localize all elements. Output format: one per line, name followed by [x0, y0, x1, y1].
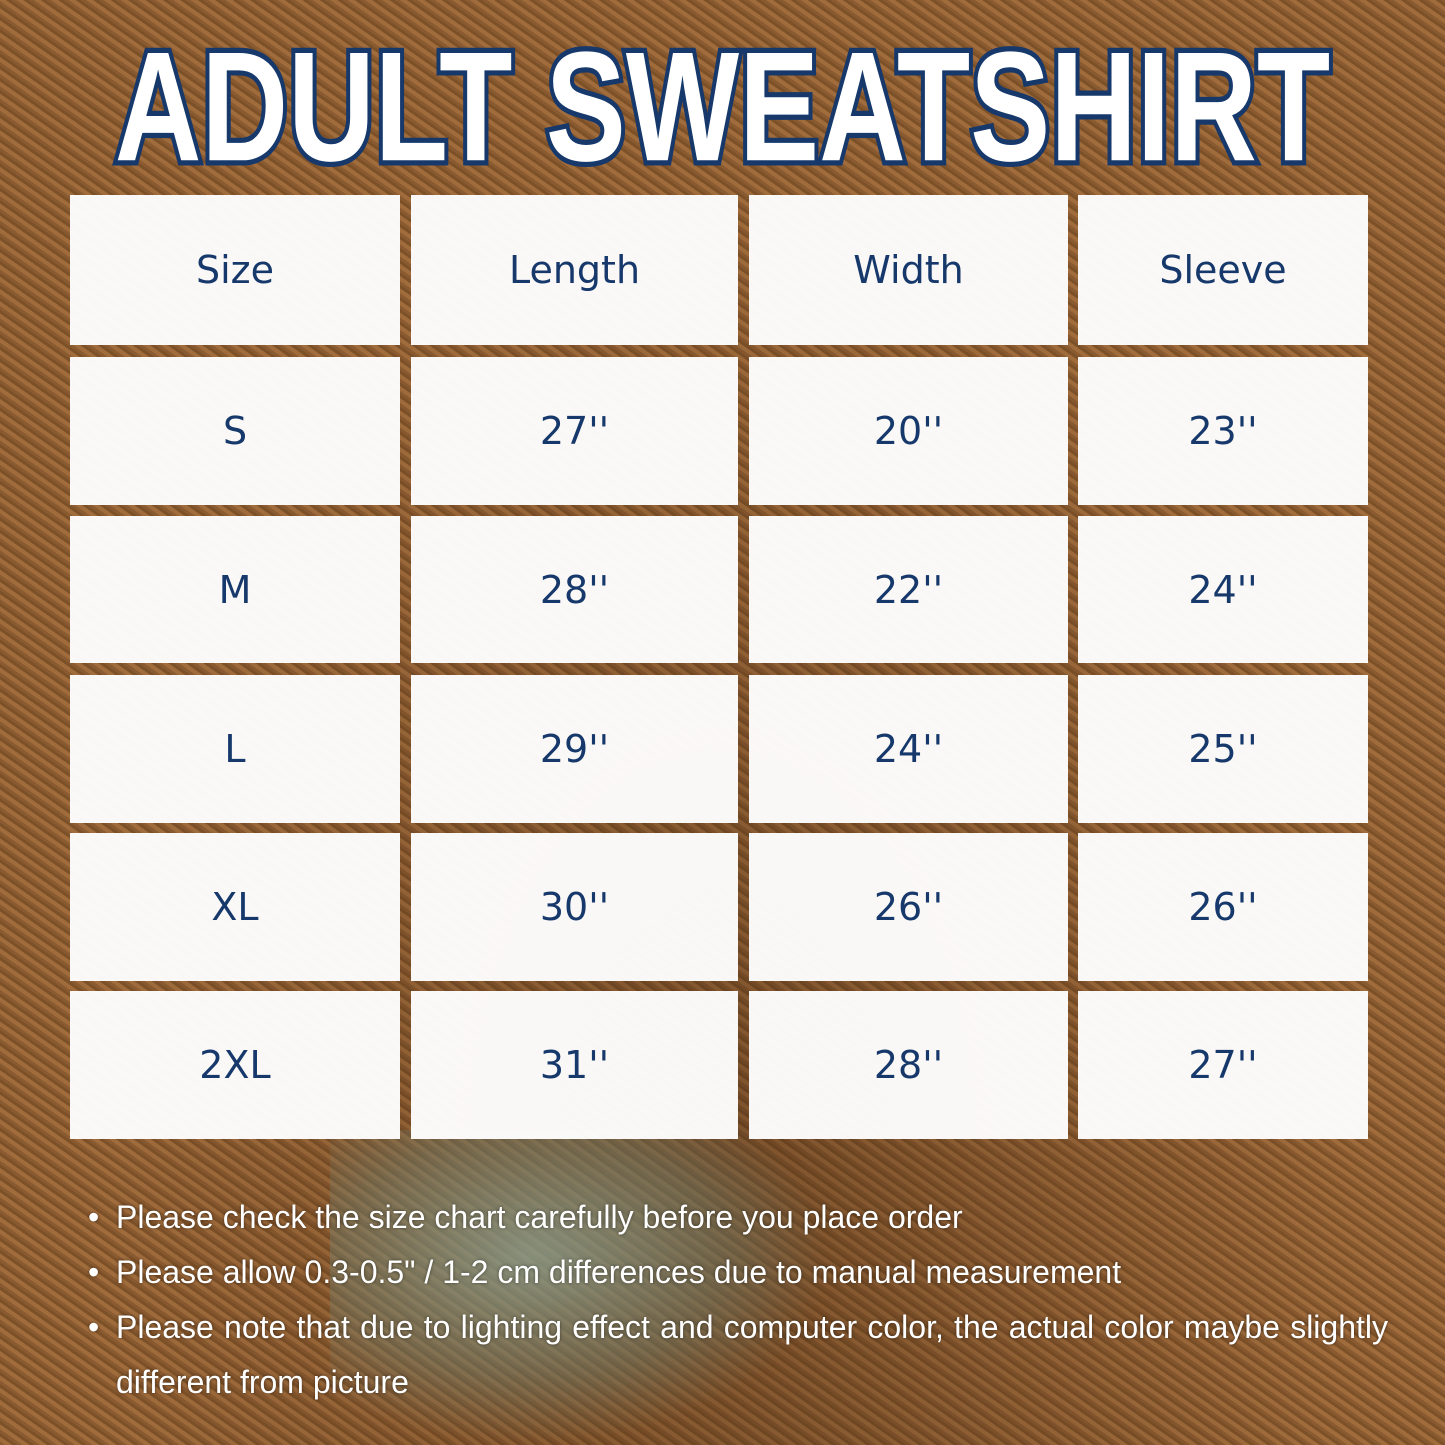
header-cell: Sleeve: [1078, 195, 1368, 345]
note-item: • Please allow 0.3-0.5" / 1-2 cm differen…: [88, 1245, 1388, 1300]
header-cell: Size: [70, 195, 400, 345]
table-cell: 29'': [411, 675, 738, 823]
header-cell: Width: [749, 195, 1068, 345]
note-text: Please note that due to lighting effect …: [116, 1309, 1388, 1400]
table-cell: XL: [70, 833, 400, 981]
note-text: Please allow 0.3-0.5" / 1-2 cm differenc…: [116, 1254, 1122, 1290]
table-cell: 26'': [1078, 833, 1368, 981]
eucalyptus-decoration: [330, 1130, 830, 1445]
table-cell: 24'': [749, 675, 1068, 823]
table-cell: M: [70, 516, 400, 663]
table-cell: 27'': [1078, 991, 1368, 1139]
table-cell: L: [70, 675, 400, 823]
note-item: • Please check the size chart carefully b…: [88, 1190, 1388, 1245]
table-cell: 20'': [749, 357, 1068, 505]
table-cell: S: [70, 357, 400, 505]
table-cell: 24'': [1078, 516, 1368, 663]
table-cell: 27'': [411, 357, 738, 505]
note-text: Please check the size chart carefully be…: [116, 1199, 963, 1235]
table-cell: 25'': [1078, 675, 1368, 823]
note-item: • Please note that due to lighting effect…: [88, 1300, 1388, 1410]
table-cell: 26'': [749, 833, 1068, 981]
page-title: ADULT SWEATSHIRT: [111, 15, 1334, 200]
table-cell: 22'': [749, 516, 1068, 663]
table-cell: 28'': [749, 991, 1068, 1139]
table-cell: 2XL: [70, 991, 400, 1139]
notes-list: • Please check the size chart carefully b…: [88, 1190, 1388, 1410]
header-cell: Length: [411, 195, 738, 345]
table-cell: 31'': [411, 991, 738, 1139]
table-cell: 23'': [1078, 357, 1368, 505]
table-cell: 30'': [411, 833, 738, 981]
table-cell: 28'': [411, 516, 738, 663]
